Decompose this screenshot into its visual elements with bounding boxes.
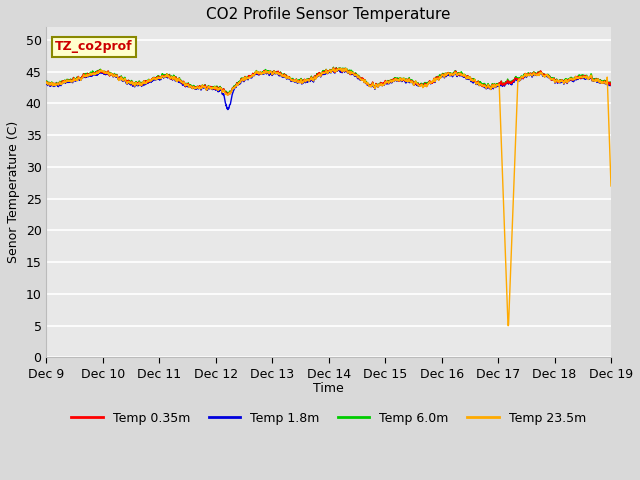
Text: TZ_co2prof: TZ_co2prof [55, 40, 132, 53]
Legend: Temp 0.35m, Temp 1.8m, Temp 6.0m, Temp 23.5m: Temp 0.35m, Temp 1.8m, Temp 6.0m, Temp 2… [67, 407, 591, 430]
Y-axis label: Senor Temperature (C): Senor Temperature (C) [7, 121, 20, 264]
Title: CO2 Profile Sensor Temperature: CO2 Profile Sensor Temperature [207, 7, 451, 22]
X-axis label: Time: Time [314, 382, 344, 395]
